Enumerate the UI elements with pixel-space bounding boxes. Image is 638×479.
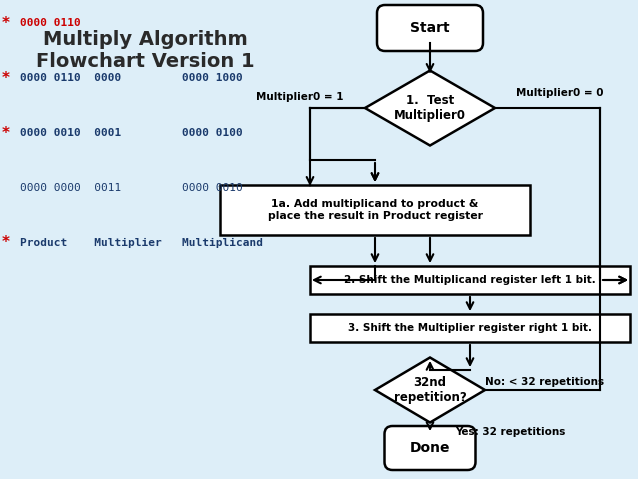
- Text: Yes: 32 repetitions: Yes: 32 repetitions: [455, 427, 565, 437]
- Text: 0000 0110: 0000 0110: [20, 18, 81, 28]
- FancyBboxPatch shape: [220, 185, 530, 235]
- Polygon shape: [375, 357, 485, 422]
- Text: 1a. Add multiplicand to product &
place the result in Product register: 1a. Add multiplicand to product & place …: [267, 199, 482, 221]
- Text: Multiplier0 = 0: Multiplier0 = 0: [516, 88, 604, 98]
- Text: Multiply Algorithm
Flowchart Version 1: Multiply Algorithm Flowchart Version 1: [36, 30, 255, 71]
- Text: 32nd
repetition?: 32nd repetition?: [394, 376, 466, 404]
- Text: *: *: [2, 70, 10, 85]
- FancyBboxPatch shape: [385, 426, 475, 470]
- Text: 3. Shift the Multiplier register right 1 bit.: 3. Shift the Multiplier register right 1…: [348, 323, 592, 333]
- Text: No: < 32 repetitions: No: < 32 repetitions: [486, 377, 605, 387]
- Text: 0000 0000  0011         0000 0010: 0000 0000 0011 0000 0010: [20, 183, 242, 193]
- Text: *: *: [2, 236, 10, 251]
- Text: Product    Multiplier   Multiplicand: Product Multiplier Multiplicand: [20, 238, 263, 248]
- FancyBboxPatch shape: [377, 5, 483, 51]
- Text: *: *: [2, 125, 10, 140]
- Polygon shape: [365, 70, 495, 146]
- Text: 0000 0010  0001         0000 0100: 0000 0010 0001 0000 0100: [20, 128, 242, 138]
- Text: Multiplier0 = 1: Multiplier0 = 1: [256, 92, 344, 102]
- FancyBboxPatch shape: [310, 266, 630, 294]
- Text: Start: Start: [410, 21, 450, 35]
- Text: Done: Done: [410, 441, 450, 455]
- Text: 0000 0110  0000         0000 1000: 0000 0110 0000 0000 1000: [20, 73, 242, 83]
- FancyBboxPatch shape: [310, 314, 630, 342]
- Text: *: *: [2, 15, 10, 31]
- Text: 2. Shift the Multiplicand register left 1 bit.: 2. Shift the Multiplicand register left …: [344, 275, 596, 285]
- Text: 1.  Test
Multiplier0: 1. Test Multiplier0: [394, 94, 466, 122]
